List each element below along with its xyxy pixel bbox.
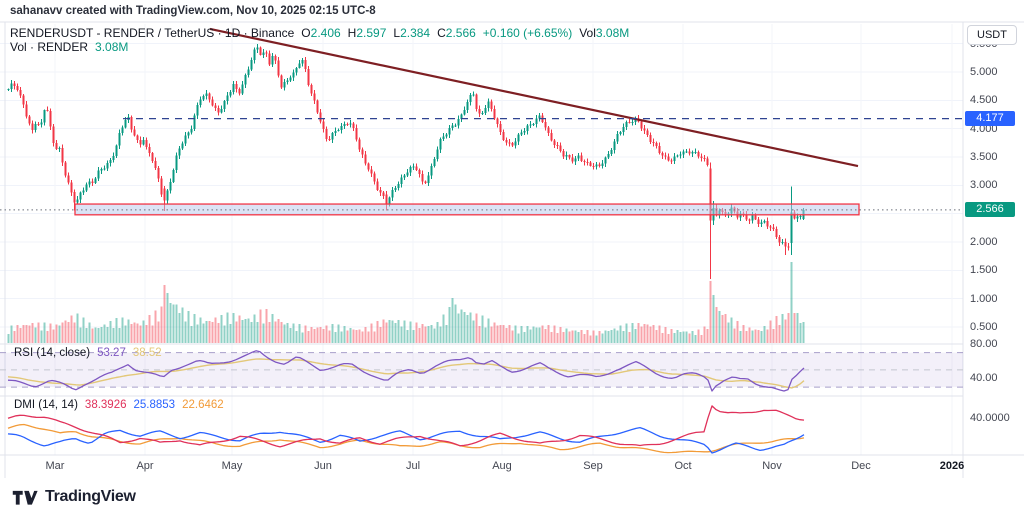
price-tick-label[interactable]: 4.500 [970,94,998,107]
volume-readout: Vol3.08M [579,26,630,40]
price-change: +0.160 (+6.65%) [482,26,573,40]
month-axis-label[interactable]: Oct [674,460,692,472]
dmi-plus-di-line [7,426,805,454]
month-axis-label[interactable]: Mar [45,460,65,472]
month-axis-label[interactable]: Jul [405,460,421,472]
ohlc-close: C2.566 [437,26,476,40]
dmi-minus-di-value: 38.3926 [84,399,127,411]
price-tick-label[interactable]: 3.500 [970,151,998,163]
symbol-legend[interactable]: RENDERUSDT - RENDER / TetherUS · 1D · Bi… [10,26,629,40]
month-axis-label[interactable]: Sep [583,460,603,472]
rsi-legend[interactable]: RSI (14, close) 53.27 38.52 [14,347,162,359]
gridlines [0,24,963,455]
year-axis-label[interactable]: 2026 [939,460,965,472]
alert-price-badge: 4.177 [965,111,1015,127]
month-axis-label[interactable]: Apr [136,460,154,472]
dmi-plus-di-value: 25.8853 [133,399,176,411]
dmi-adx-value: 22.6462 [182,399,224,411]
price-tick-label[interactable]: 1.000 [970,292,998,305]
volume-legend-label: Vol · RENDER [10,40,89,54]
month-axis-label[interactable]: Aug [492,460,512,472]
tradingview-logo-text: TradingView [45,488,136,505]
rsi-scale-label[interactable]: 80.00 [970,338,998,350]
month-axis-label[interactable]: May [221,460,243,472]
price-tick-label[interactable]: 2.000 [970,236,998,248]
month-axis-label[interactable]: Nov [762,460,782,472]
symbol-title: RENDERUSDT - RENDER / TetherUS · 1D · Bi… [10,26,295,40]
volume-series [7,262,805,343]
price-tick-label[interactable]: 5.000 [970,66,998,78]
ohlc-low: L2.384 [393,26,431,40]
dmi-scale-label[interactable]: 40.0000 [970,412,1010,424]
month-axis-label[interactable]: Jun [314,460,332,472]
ohlc-high: H2.597 [347,26,387,40]
support-zone-box [74,203,860,216]
drawing-annotations[interactable] [0,27,963,216]
pane-borders [0,21,1024,478]
rsi-line [7,350,805,392]
month-axis-label[interactable]: Dec [851,460,871,472]
descending-trendline [209,27,859,168]
ohlc-open: O2.406 [301,26,341,40]
price-tick-label[interactable]: 1.500 [970,264,998,277]
attribution-text: sahanavv created with TradingView.com, N… [10,5,376,17]
candlestick-series [7,44,805,279]
dmi-minus-di-line [7,405,805,448]
dmi-adx-line [7,423,805,454]
rsi-ma-line [7,358,805,389]
rsi-value: 53.27 [97,347,126,359]
rsi-label: RSI (14, close) [14,347,91,359]
price-tick-label[interactable]: 0.500 [970,321,998,333]
rsi-scale-label[interactable]: 40.00 [970,372,998,384]
volume-legend[interactable]: Vol · RENDER 3.08M [10,40,128,54]
price-tick-label[interactable]: 3.000 [970,179,998,192]
currency-toggle-button[interactable]: USDT [967,25,1017,45]
last-price-badge: 2.566 [965,202,1015,218]
volume-legend-value: 3.08M [95,40,129,54]
dmi-legend[interactable]: DMI (14, 14) 38.3926 25.8853 22.6462 [14,399,224,411]
tradingview-logo[interactable]: TradingView [12,488,136,506]
rsi-ma-value: 38.52 [132,347,162,359]
tradingview-logo-icon [12,490,38,505]
dmi-label: DMI (14, 14) [14,399,78,411]
